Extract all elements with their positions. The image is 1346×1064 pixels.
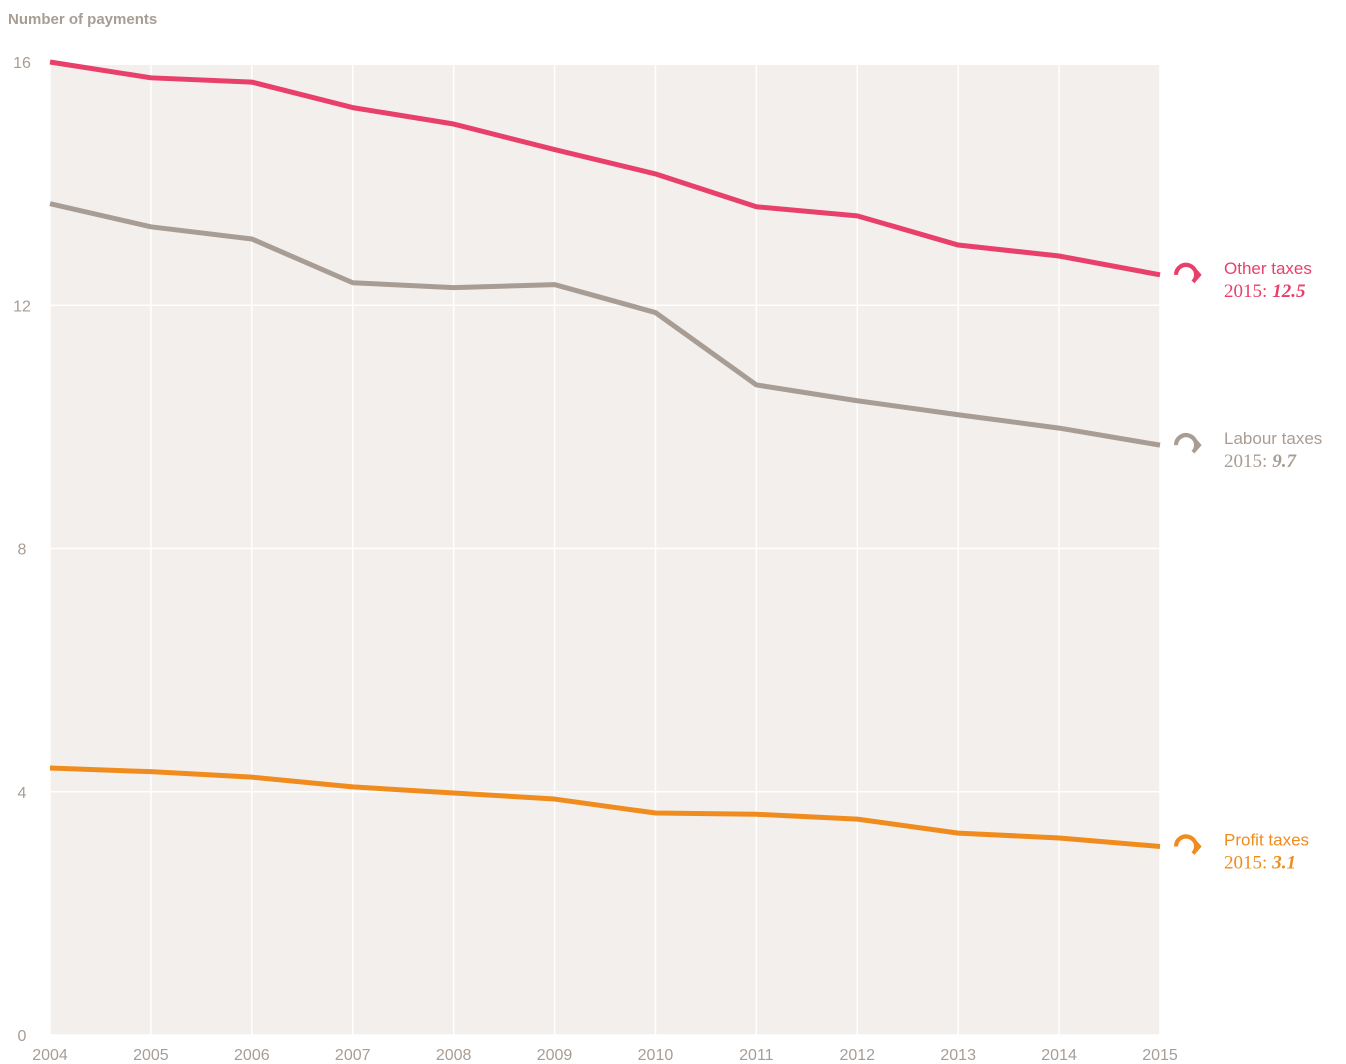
annotation-prefix: 2015: [1224,852,1267,873]
x-tick-label: 2004 [32,1047,68,1064]
x-tick-label: 2015 [1142,1047,1178,1064]
value-label: 9.7 [1272,451,1297,472]
y-axis-title: Number of payments [8,11,157,28]
y-tick-label: 16 [13,55,31,72]
legend-label: Profit taxes [1224,830,1309,849]
value-label: 12.5 [1272,281,1306,302]
end-marker [1173,262,1202,284]
x-tick-label: 2013 [940,1047,976,1064]
legend-label: Other taxes [1224,259,1312,278]
annotation: 2015: 9.7 [1224,451,1298,472]
end-marker [1173,432,1202,454]
y-tick-label: 4 [18,785,27,802]
annotation-prefix: 2015: [1224,451,1267,472]
plot-background [50,65,1160,1035]
x-tick-label: 2011 [739,1047,774,1064]
x-tick-label: 2005 [133,1047,169,1064]
annotation: 2015: 3.1 [1224,852,1296,873]
line [49,59,1161,278]
x-tick-label: 2012 [839,1047,875,1064]
line [49,201,1161,448]
x-tick-label: 2006 [234,1047,270,1064]
x-tick-label: 2010 [638,1047,674,1064]
line [49,765,1161,849]
legend-label: Labour taxes [1224,429,1322,448]
x-tick-label: 2009 [537,1047,573,1064]
x-tick-label: 2008 [436,1047,472,1064]
y-tick-label: 8 [18,542,27,559]
y-tick-label: 12 [13,298,31,315]
x-tick-label: 2007 [335,1047,371,1064]
annotation-prefix: 2015: [1224,281,1267,302]
x-tick-label: 2014 [1041,1047,1077,1064]
end-marker [1173,834,1202,855]
y-tick-label: 0 [18,1028,27,1045]
annotation: 2015: 12.5 [1224,281,1306,302]
value-label: 3.1 [1271,852,1296,873]
